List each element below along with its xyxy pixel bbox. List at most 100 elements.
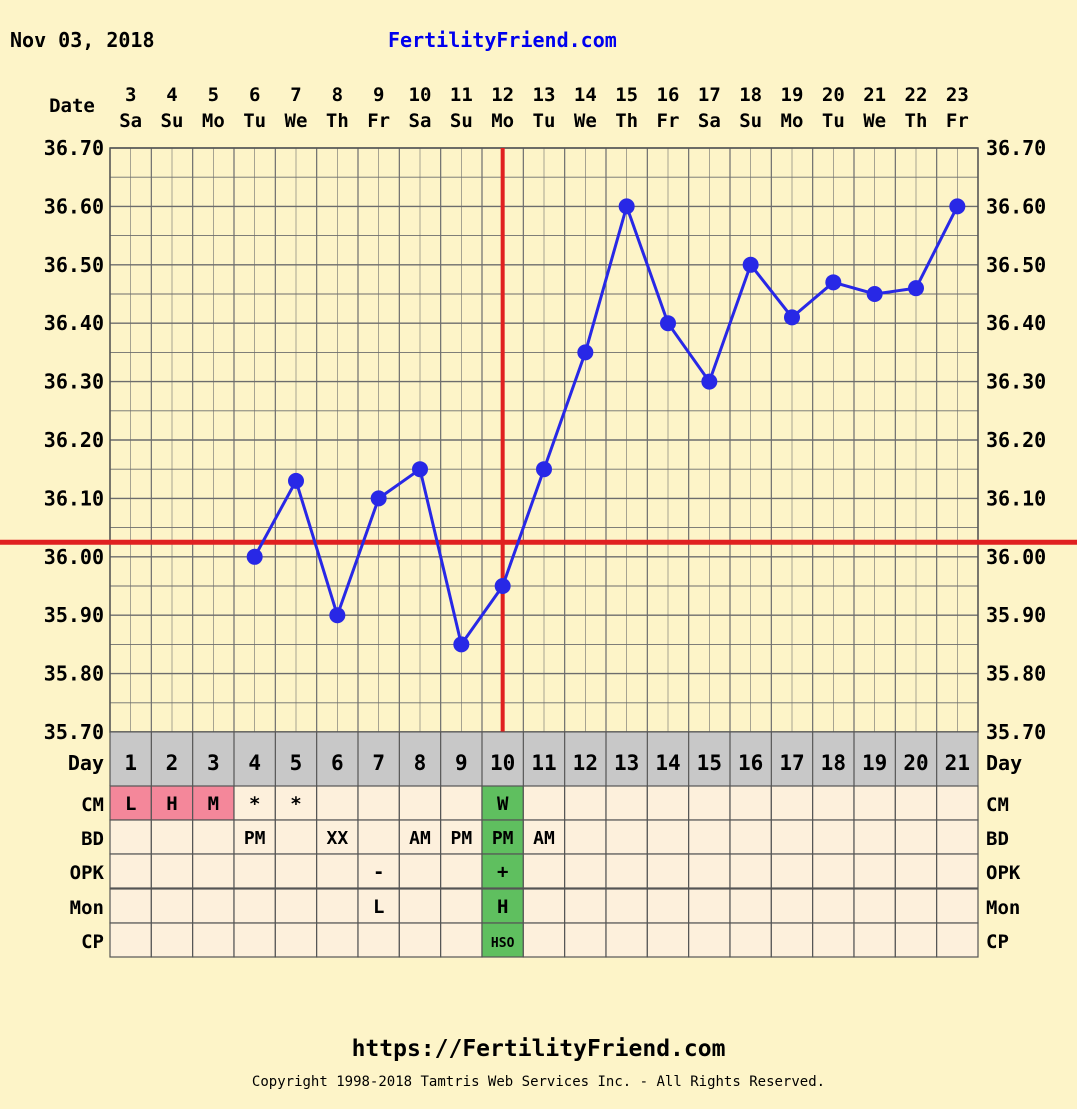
temperature-point [701, 373, 718, 390]
y-tick-label-right: 36.30 [986, 370, 1046, 394]
observation-cell [481, 922, 524, 958]
weekday-tick-label: Sa [409, 110, 432, 132]
observation-value: H [497, 896, 508, 918]
observation-cell [522, 853, 566, 889]
row-label-opk-right: OPK [986, 862, 1021, 884]
weekday-tick-label: Mo [202, 110, 225, 132]
observation-cell [150, 888, 194, 924]
temperature-point [329, 607, 346, 624]
temperature-point [577, 344, 594, 361]
observation-cell [564, 853, 607, 889]
date-tick-label: 9 [373, 84, 384, 106]
y-tick-label-left: 35.90 [44, 603, 104, 627]
day-tick-label: 8 [414, 751, 427, 775]
y-tick-label-right: 35.70 [986, 720, 1046, 744]
observation-cell [522, 888, 566, 924]
temperature-point [618, 198, 635, 215]
observation-cell [233, 853, 276, 889]
day-tick-label: 2 [166, 751, 179, 775]
observation-cell [233, 922, 276, 958]
y-tick-label-left: 36.10 [44, 486, 104, 510]
y-tick-label-left: 36.00 [44, 545, 104, 569]
footer-url[interactable]: https://FertilityFriend.com [351, 1036, 726, 1062]
observation-value: HSO [491, 936, 515, 951]
observation-cell [274, 819, 318, 855]
observation-cell [316, 853, 359, 889]
observation-value: - [373, 861, 384, 883]
weekday-tick-label: Tu [533, 110, 556, 132]
temperature-point [370, 490, 387, 507]
temperature-point [246, 548, 263, 565]
site-title[interactable]: FertilityFriend.com [388, 28, 617, 52]
observation-cell [936, 853, 979, 889]
y-tick-label-left: 36.20 [44, 428, 104, 452]
observation-cell [770, 819, 814, 855]
y-tick-label-right: 35.80 [986, 662, 1046, 686]
observation-cell [192, 853, 235, 889]
observation-value: L [125, 793, 136, 815]
temperature-point [742, 256, 759, 273]
day-tick-label: 15 [697, 751, 722, 775]
date-tick-label: 8 [332, 84, 343, 106]
weekday-tick-label: Tu [822, 110, 845, 132]
observation-cell [109, 819, 152, 855]
observation-cell [192, 819, 235, 855]
observation-cell [853, 853, 896, 889]
observation-cell [936, 888, 979, 924]
observation-cell [316, 888, 359, 924]
observation-value: AM [533, 828, 555, 849]
footer-copyright: Copyright 1998-2018 Tamtris Web Services… [251, 1074, 826, 1090]
observation-cell [812, 853, 855, 889]
date-row-label: Date [49, 95, 95, 117]
observation-value: * [249, 793, 260, 815]
date-tick-label: 5 [208, 84, 219, 106]
observation-cell [605, 888, 648, 924]
day-row-label-left: Day [68, 751, 104, 775]
observation-cell [812, 922, 855, 958]
day-row-bg [109, 731, 979, 787]
y-tick-label-left: 36.30 [44, 370, 104, 394]
observation-cell [522, 922, 566, 958]
observation-cell [481, 785, 524, 821]
day-tick-label: 16 [738, 751, 763, 775]
date-tick-label: 7 [290, 84, 301, 106]
observation-cell [192, 888, 235, 924]
day-tick-label: 14 [655, 751, 680, 775]
row-label-bd-right: BD [986, 828, 1009, 850]
observation-cell [316, 819, 359, 855]
y-tick-label-right: 36.20 [986, 428, 1046, 452]
observation-cell [894, 785, 938, 821]
observation-value: AM [409, 828, 431, 849]
temperature-point [412, 461, 428, 478]
y-tick-label-left: 36.60 [44, 194, 104, 218]
observation-cell [688, 922, 731, 958]
row-label-cm-left: CM [81, 794, 104, 816]
observation-cell [440, 853, 483, 889]
temperature-point [825, 274, 842, 291]
observation-cell [109, 922, 152, 958]
observation-cell [192, 922, 235, 958]
observation-cell [688, 785, 731, 821]
y-tick-label-left: 36.40 [44, 311, 104, 335]
row-label-cp-right: CP [986, 931, 1009, 953]
observation-cell [398, 853, 442, 889]
y-tick-label-right: 36.40 [986, 311, 1046, 335]
weekday-tick-label: Tu [243, 110, 266, 132]
observation-cell [729, 888, 772, 924]
y-tick-label-left: 36.70 [44, 136, 104, 160]
weekday-tick-label: Mo [491, 110, 514, 132]
observation-cell [853, 922, 896, 958]
observation-cell [770, 888, 814, 924]
y-tick-label-right: 35.90 [986, 603, 1046, 627]
observation-cell [729, 922, 772, 958]
observation-cell [853, 888, 896, 924]
observation-cell [109, 853, 152, 889]
observation-cell [894, 888, 938, 924]
day-tick-label: 12 [573, 751, 598, 775]
observation-cell [605, 785, 648, 821]
observation-cell [605, 922, 648, 958]
day-tick-label: 21 [945, 751, 970, 775]
observation-cell [729, 785, 772, 821]
date-tick-label: 17 [698, 84, 721, 106]
day-tick-label: 4 [248, 751, 261, 775]
